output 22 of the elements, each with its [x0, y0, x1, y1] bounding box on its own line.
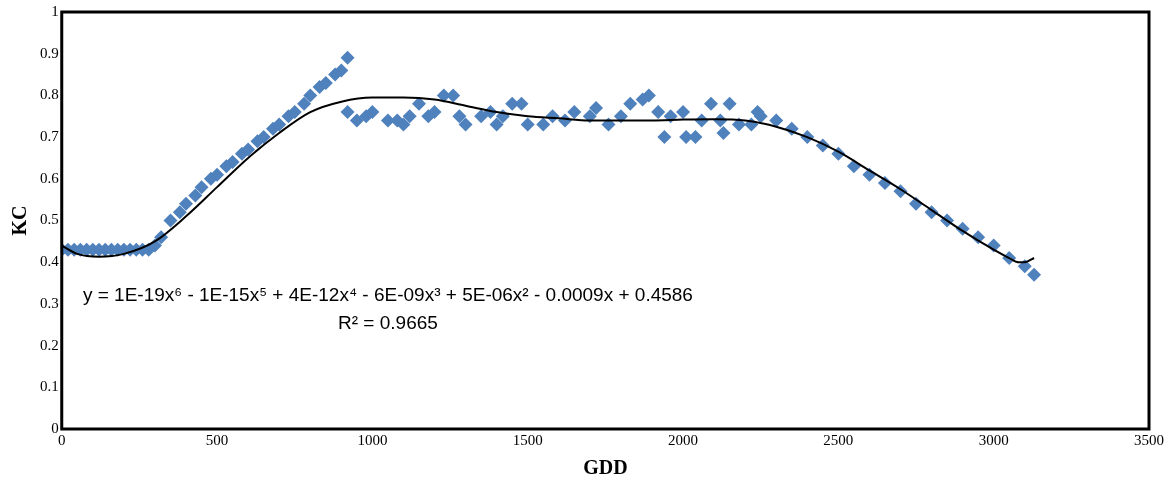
y-tick-label: 1 [51, 2, 59, 19]
x-tick-label: 3000 [978, 431, 1009, 448]
x-tick-label: 1500 [512, 431, 543, 448]
x-axis-title: GDD [583, 456, 628, 479]
y-tick-label: 0.4 [40, 253, 60, 270]
y-axis-title: KC [8, 205, 31, 236]
y-tick-label: 0.1 [40, 378, 59, 395]
y-tick-label: 0.3 [40, 294, 59, 311]
annotation: R² = 0.9665 [338, 311, 438, 333]
x-tick-label: 1000 [357, 431, 388, 448]
y-tick-label: 0.8 [40, 86, 59, 103]
y-tick-label: 0.2 [40, 336, 59, 353]
x-tick-label: 3500 [1134, 431, 1164, 448]
x-tick-label: 2000 [668, 431, 699, 448]
x-tick-label: 2500 [823, 431, 854, 448]
annotation: y = 1E-19x⁶ - 1E-15x⁵ + 4E-12x⁴ - 6E-09x³ + 5E-06x² - 0.0009x + 0.4586 [82, 283, 693, 305]
y-tick-label: 0 [51, 419, 59, 436]
x-tick-label: 500 [205, 431, 229, 448]
y-tick-label: 0.9 [40, 44, 59, 61]
y-tick-label: 0.5 [40, 211, 59, 228]
y-tick-label: 0.7 [40, 128, 60, 145]
y-tick-label: 0.6 [40, 169, 60, 186]
